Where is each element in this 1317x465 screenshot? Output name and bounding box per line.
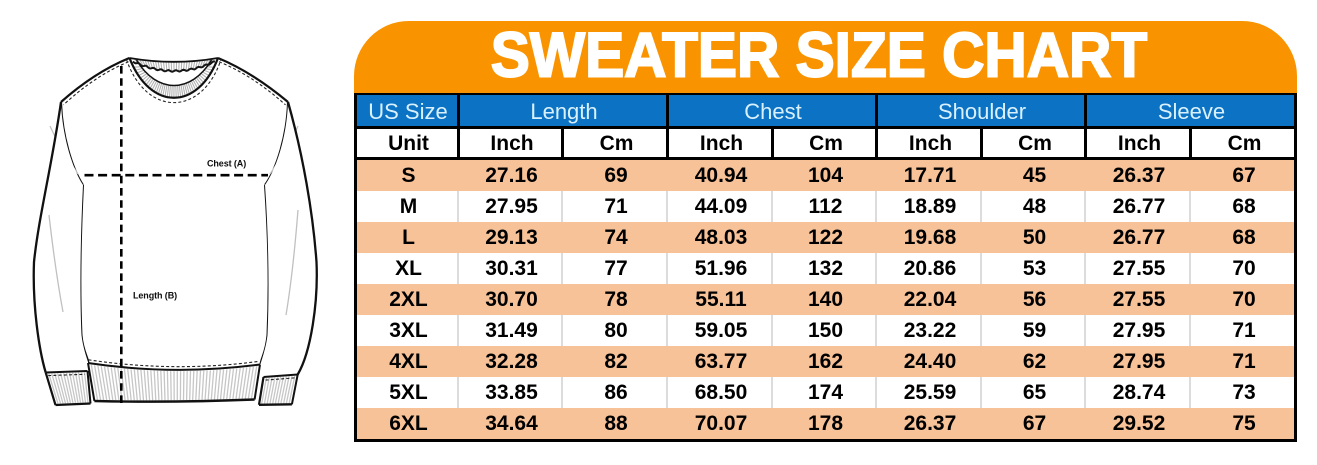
- svg-text:Length (B): Length (B): [133, 291, 177, 301]
- svg-text:Chest (A): Chest (A): [207, 159, 246, 169]
